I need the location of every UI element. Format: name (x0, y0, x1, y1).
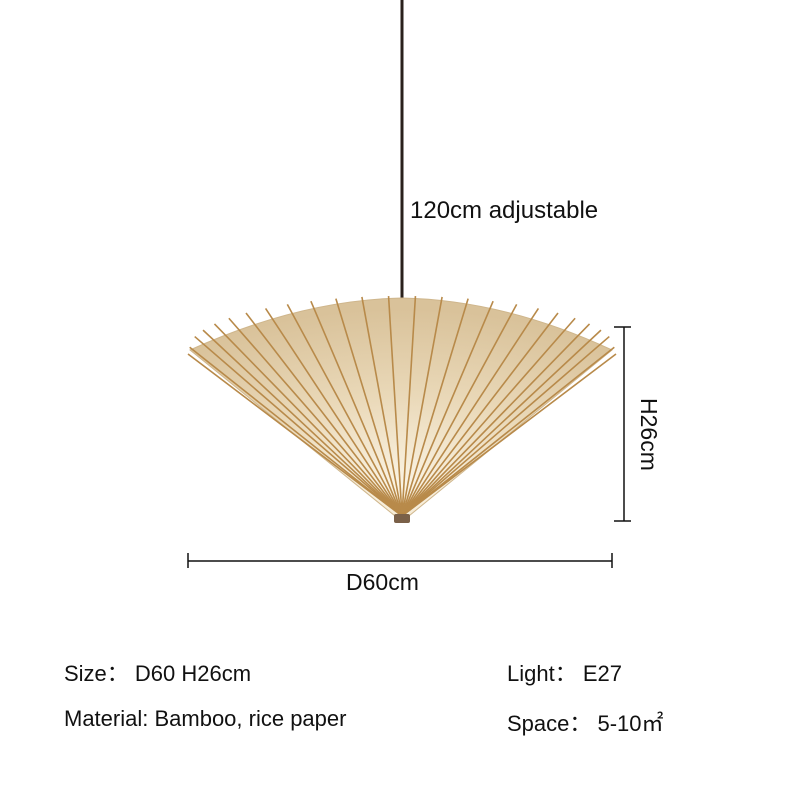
height-dimension (614, 326, 631, 522)
spec-space: Space： 5-10㎡ (507, 711, 664, 736)
spec-material: Material: Bamboo, rice paper (64, 706, 347, 731)
bamboo-rib (401, 346, 615, 517)
height-label: H26cm (636, 398, 662, 471)
spec-size: Size： D60 H26cm (64, 661, 252, 686)
diameter-dimension (187, 553, 613, 568)
bamboo-rib (401, 304, 518, 517)
bamboo-rib (401, 312, 559, 517)
bamboo-rib (401, 300, 494, 517)
bamboo-rib (401, 317, 576, 517)
bamboo-rib (335, 298, 403, 517)
bamboo-rib (401, 296, 443, 517)
bamboo-rib (401, 353, 617, 517)
bamboo-rib (194, 335, 403, 517)
spec-light: Light： E27 (507, 661, 622, 686)
bamboo-rib (401, 329, 602, 517)
bamboo-rib (228, 317, 403, 517)
bamboo-rib (213, 323, 403, 517)
bamboo-rib (401, 323, 591, 517)
bamboo-rib (264, 307, 403, 517)
bamboo-rib (202, 329, 403, 517)
bamboo-rib (310, 300, 403, 517)
bamboo-rib (361, 296, 403, 517)
bamboo-rib (286, 304, 403, 517)
bamboo-rib (401, 298, 469, 517)
diameter-label: D60cm (346, 569, 419, 595)
bamboo-rib (401, 335, 610, 517)
bamboo-rib (187, 353, 403, 517)
bamboo-rib (189, 346, 403, 517)
cord-length-label: 120cm adjustable (410, 197, 599, 224)
bamboo-rib (387, 296, 403, 517)
bamboo-rib (401, 307, 540, 517)
bamboo-rib (401, 296, 417, 517)
shade-cap (394, 514, 410, 523)
bamboo-rib (245, 312, 403, 517)
